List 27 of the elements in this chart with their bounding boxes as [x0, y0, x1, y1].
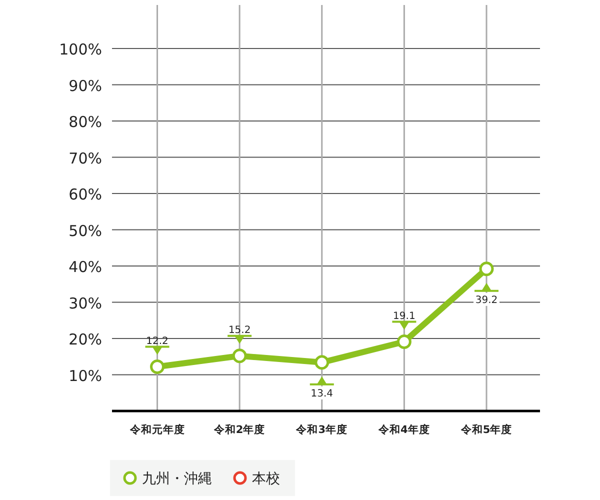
legend-label: 本校 — [252, 471, 280, 487]
y-tick-label: 60% — [68, 186, 102, 204]
y-tick-label: 30% — [68, 294, 102, 312]
data-label: 12.2 — [146, 336, 168, 347]
data-label: 15.2 — [228, 324, 251, 336]
x-tick-label: 令和2年度 — [212, 423, 266, 436]
data-label: 19.1 — [393, 310, 416, 322]
point — [479, 262, 494, 276]
y-tick-label: 10% — [68, 366, 102, 385]
y-tick-label: 70% — [68, 149, 102, 168]
point — [396, 334, 412, 350]
data-label: 39.2 — [475, 294, 498, 306]
y-tick-label: 20% — [68, 330, 102, 348]
point — [150, 360, 165, 374]
y-tick-label: 90% — [68, 76, 102, 95]
point — [232, 348, 247, 364]
y-tick-label: 50% — [68, 222, 102, 240]
x-tick-label: 令和4年度 — [378, 423, 430, 436]
point — [314, 355, 330, 370]
x-tick-label: 令和元年度 — [128, 423, 185, 436]
x-tick-label: 令和3年度 — [295, 423, 348, 436]
y-tick-label: 100% — [59, 40, 102, 58]
data-label: 13.4 — [310, 388, 334, 400]
legend-label: 九州・沖縄 — [142, 471, 212, 487]
x-tick-label: 令和5年度 — [460, 423, 512, 436]
y-tick-label: 40% — [68, 258, 102, 276]
y-tick-label: 80% — [68, 113, 102, 131]
